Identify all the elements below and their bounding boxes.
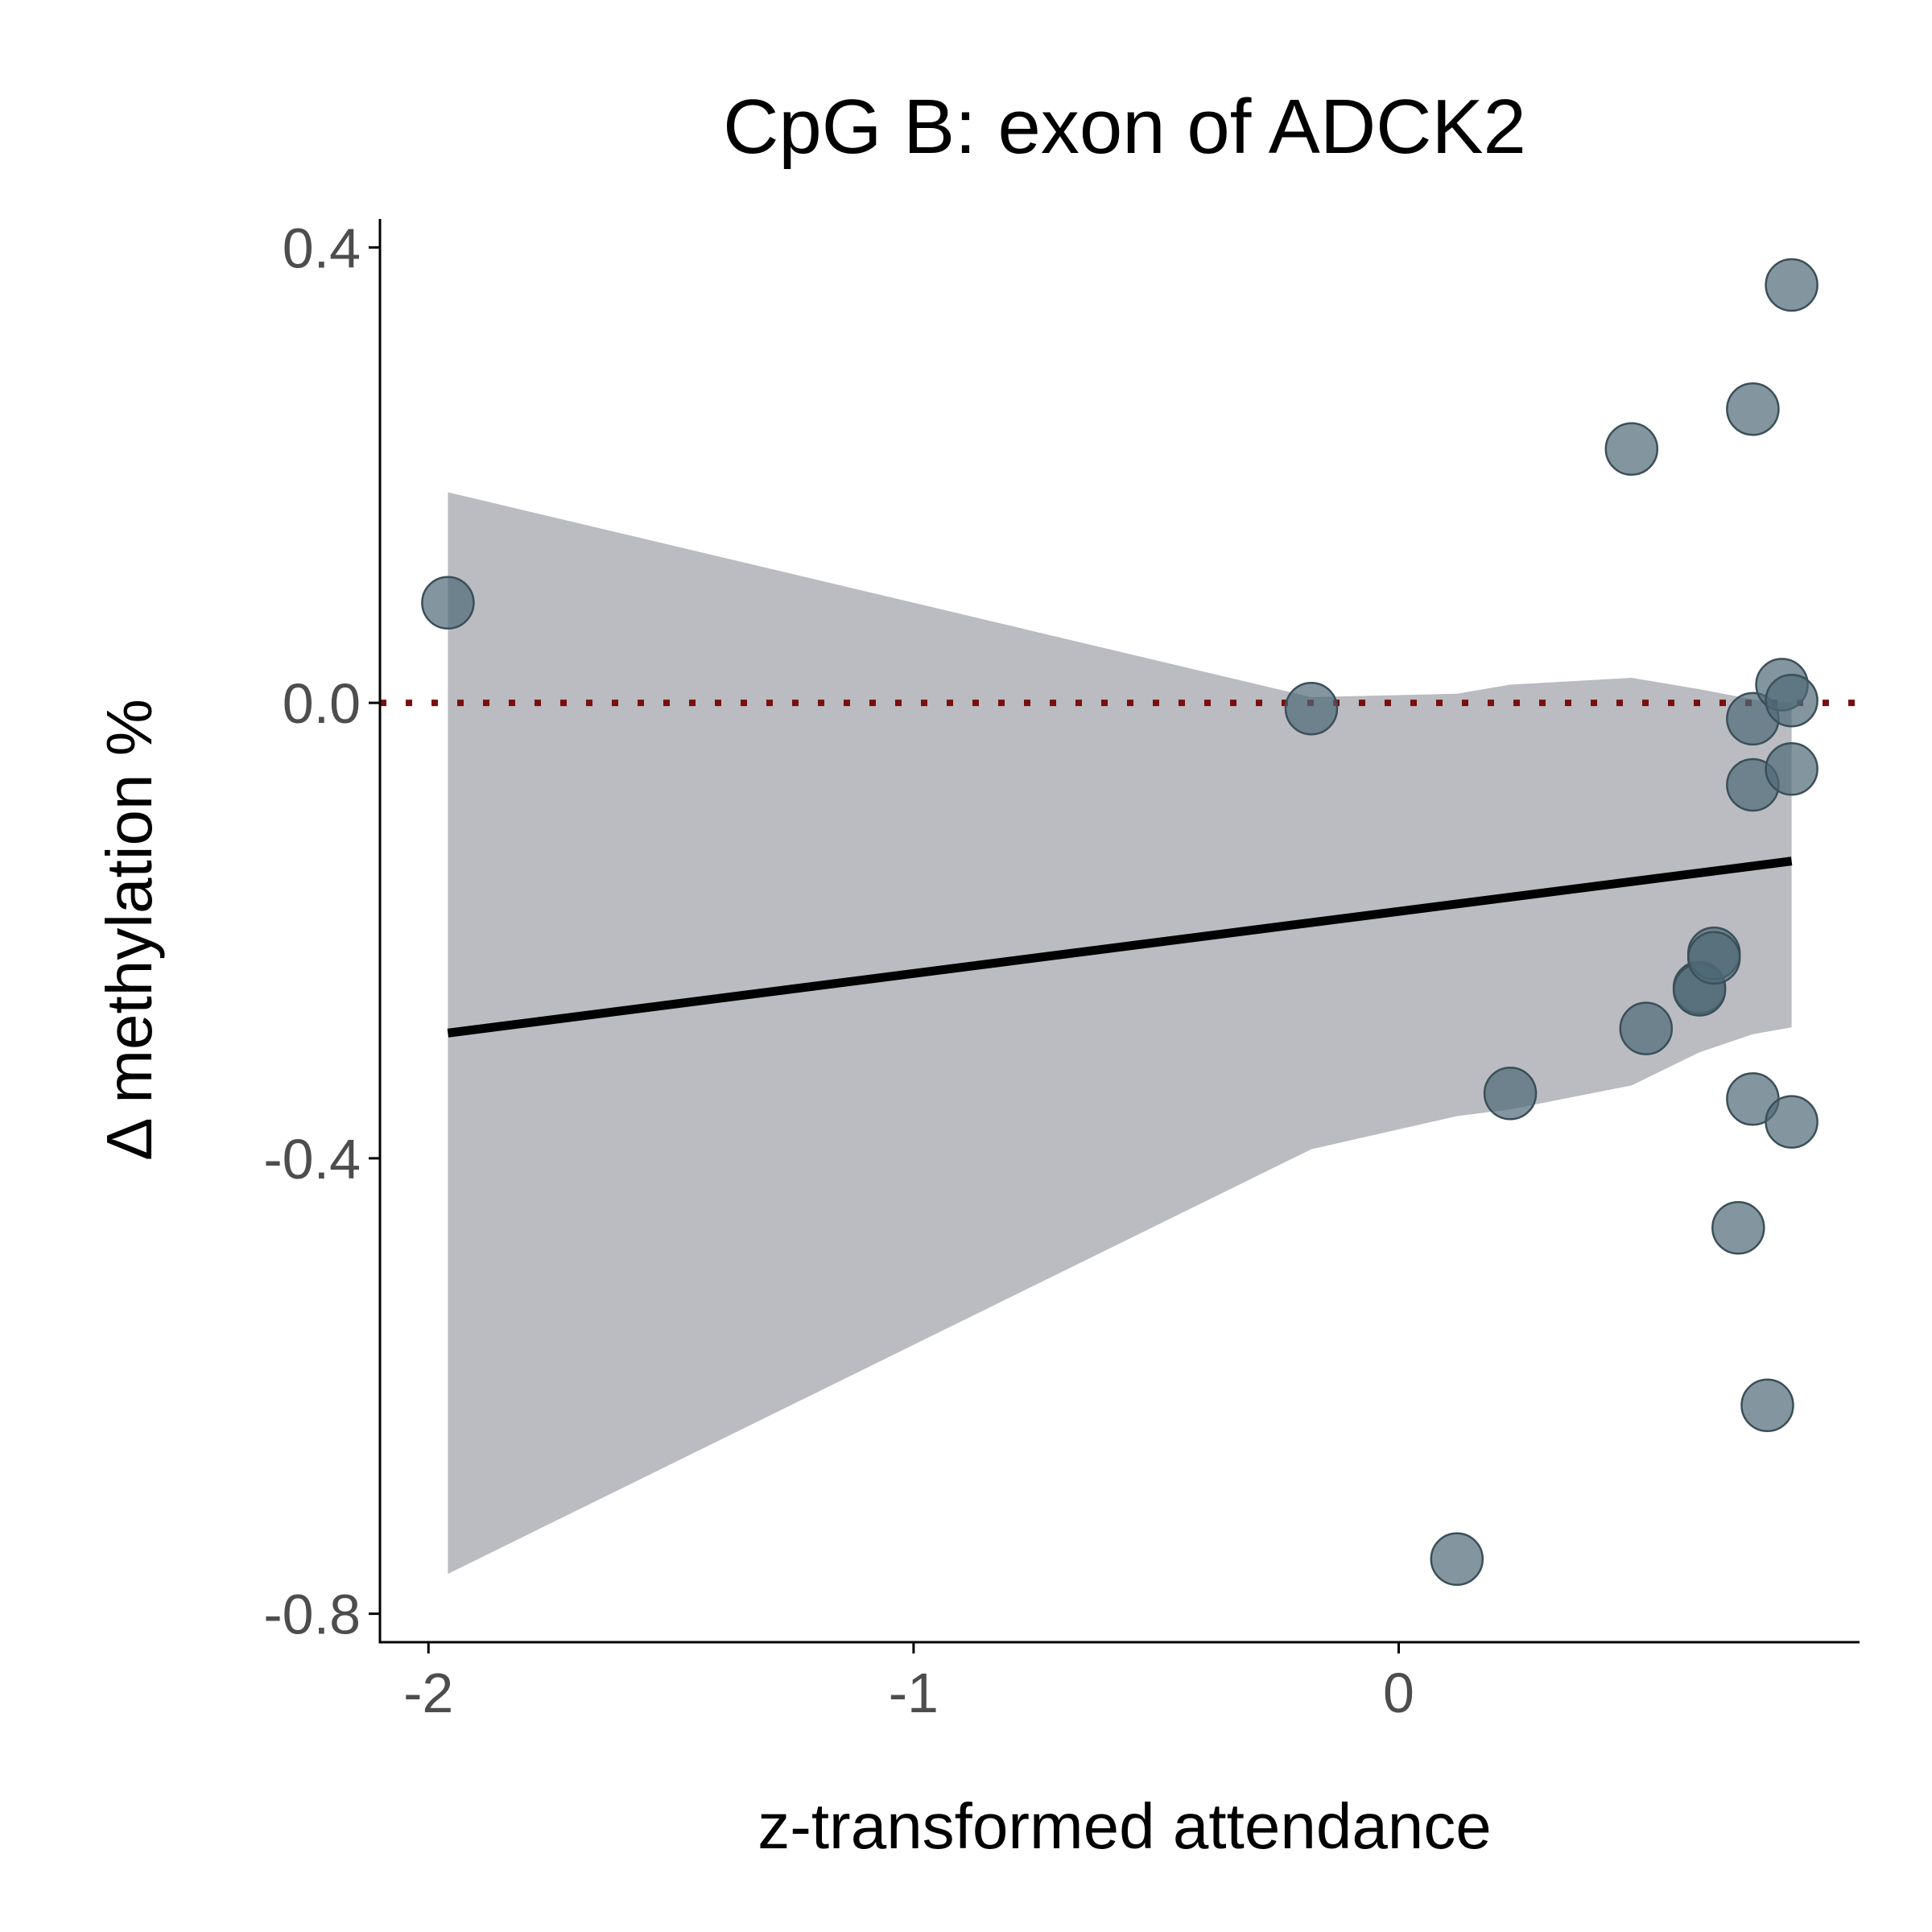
- data-point: [1711, 1200, 1765, 1255]
- y-tick-label: 0.4: [283, 217, 361, 279]
- y-tick-label: -0.8: [263, 1583, 361, 1646]
- x-tick-label: 0: [1383, 1662, 1414, 1724]
- confidence-band-layer: [448, 492, 1792, 1575]
- data-point: [1430, 1532, 1484, 1586]
- x-tick-label: -1: [889, 1662, 939, 1724]
- y-ticks-layer: 0.4 0.0 -0.4 -0.8: [263, 217, 380, 1646]
- x-tick-label: -2: [403, 1662, 453, 1724]
- points-layer: [421, 258, 1818, 1586]
- data-point: [1765, 741, 1818, 796]
- data-point: [1765, 674, 1818, 728]
- axes-layer: [378, 219, 1860, 1644]
- data-point: [1483, 1067, 1538, 1121]
- data-point: [1765, 258, 1818, 312]
- x-axis-title: z-transformed attendance: [758, 1790, 1492, 1862]
- x-ticks-layer: -2 -1 0: [403, 1642, 1414, 1724]
- confidence-band: [448, 492, 1792, 1575]
- data-point: [1726, 382, 1780, 436]
- data-point: [1619, 1001, 1674, 1055]
- data-point: [421, 576, 475, 630]
- data-point: [1284, 681, 1339, 736]
- fit-line-layer: [447, 857, 1793, 1038]
- y-tick-label: -0.4: [263, 1128, 361, 1191]
- y-axis-title: Δ methylation %: [93, 699, 165, 1161]
- data-point: [1686, 931, 1741, 985]
- y-tick-label: 0.0: [283, 672, 361, 735]
- fit-line: [447, 857, 1793, 1038]
- data-point: [1604, 422, 1659, 476]
- chart-title: CpG B: exon of ADCK2: [723, 84, 1526, 170]
- data-point: [1740, 1378, 1794, 1433]
- data-point: [1765, 1095, 1818, 1149]
